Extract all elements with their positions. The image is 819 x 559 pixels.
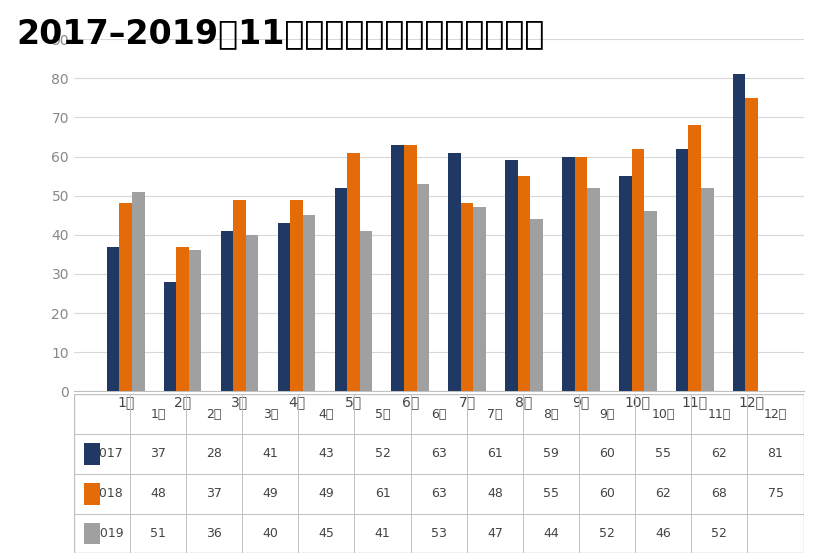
Bar [391, 145, 404, 391]
Bar [220, 231, 233, 391]
Text: 68: 68 [711, 487, 726, 500]
Bar [700, 188, 713, 391]
Text: 45: 45 [318, 527, 334, 540]
Text: 28: 28 [206, 447, 222, 461]
Bar [360, 231, 372, 391]
Bar [404, 145, 416, 391]
Text: 36: 36 [206, 527, 222, 540]
Text: 49: 49 [262, 487, 278, 500]
Text: 55: 55 [654, 447, 671, 461]
Text: 12月: 12月 [763, 408, 786, 420]
Text: 8月: 8月 [542, 408, 558, 420]
Bar [732, 74, 744, 391]
Bar [290, 200, 302, 391]
Text: 61: 61 [374, 487, 390, 500]
Bar [631, 149, 643, 391]
Text: 53: 53 [430, 527, 446, 540]
Bar [505, 160, 517, 391]
Text: 63: 63 [430, 487, 446, 500]
Text: 55: 55 [542, 487, 559, 500]
Text: 2017–2019年11月我国配套动力电池企业数量: 2017–2019年11月我国配套动力电池企业数量 [16, 17, 544, 50]
Text: 2019: 2019 [92, 527, 123, 540]
Bar [460, 203, 473, 391]
Text: 49: 49 [318, 487, 334, 500]
Bar [688, 125, 700, 391]
Bar [562, 157, 574, 391]
Text: 48: 48 [486, 487, 502, 500]
FancyBboxPatch shape [84, 483, 99, 505]
Text: 7月: 7月 [486, 408, 502, 420]
Bar [618, 176, 631, 391]
FancyBboxPatch shape [84, 443, 99, 465]
Bar [574, 157, 586, 391]
Text: 2月: 2月 [206, 408, 222, 420]
Bar [246, 235, 258, 391]
Text: 48: 48 [150, 487, 165, 500]
Text: 10月: 10月 [651, 408, 674, 420]
Text: 5月: 5月 [374, 408, 390, 420]
Bar [473, 207, 486, 391]
Text: 37: 37 [150, 447, 165, 461]
Text: 52: 52 [599, 527, 614, 540]
Text: 41: 41 [374, 527, 390, 540]
Text: 41: 41 [262, 447, 278, 461]
Bar [643, 211, 656, 391]
Text: 60: 60 [599, 487, 614, 500]
Text: 81: 81 [767, 447, 782, 461]
Bar [188, 250, 201, 391]
Text: 11月: 11月 [707, 408, 730, 420]
Text: 3月: 3月 [262, 408, 278, 420]
Bar [176, 247, 188, 391]
Text: 6月: 6月 [431, 408, 446, 420]
Text: 52: 52 [711, 527, 726, 540]
Text: 4月: 4月 [319, 408, 333, 420]
Bar [120, 203, 132, 391]
Text: 62: 62 [654, 487, 670, 500]
Text: 51: 51 [150, 527, 165, 540]
Text: 37: 37 [206, 487, 222, 500]
Bar [448, 153, 460, 391]
Text: 60: 60 [599, 447, 614, 461]
Text: 62: 62 [711, 447, 726, 461]
Bar [233, 200, 246, 391]
Bar [164, 282, 176, 391]
Bar [675, 149, 688, 391]
FancyBboxPatch shape [84, 523, 99, 544]
Bar [530, 219, 542, 391]
Bar [744, 98, 757, 391]
Text: 52: 52 [374, 447, 390, 461]
Text: 44: 44 [542, 527, 559, 540]
Text: 46: 46 [654, 527, 670, 540]
Text: 9月: 9月 [599, 408, 614, 420]
Text: 40: 40 [262, 527, 278, 540]
Text: 43: 43 [318, 447, 334, 461]
Bar [302, 215, 314, 391]
Bar [334, 188, 346, 391]
Bar [416, 184, 428, 391]
Text: 75: 75 [767, 487, 783, 500]
Text: 2017: 2017 [92, 447, 123, 461]
Bar [517, 176, 530, 391]
Bar [586, 188, 599, 391]
Text: 63: 63 [430, 447, 446, 461]
Bar [278, 223, 290, 391]
Text: 59: 59 [542, 447, 559, 461]
Bar [346, 153, 360, 391]
Text: 2018: 2018 [92, 487, 123, 500]
Text: 1月: 1月 [150, 408, 165, 420]
Bar [106, 247, 120, 391]
Bar [132, 192, 144, 391]
Text: 61: 61 [486, 447, 502, 461]
Text: 47: 47 [486, 527, 502, 540]
